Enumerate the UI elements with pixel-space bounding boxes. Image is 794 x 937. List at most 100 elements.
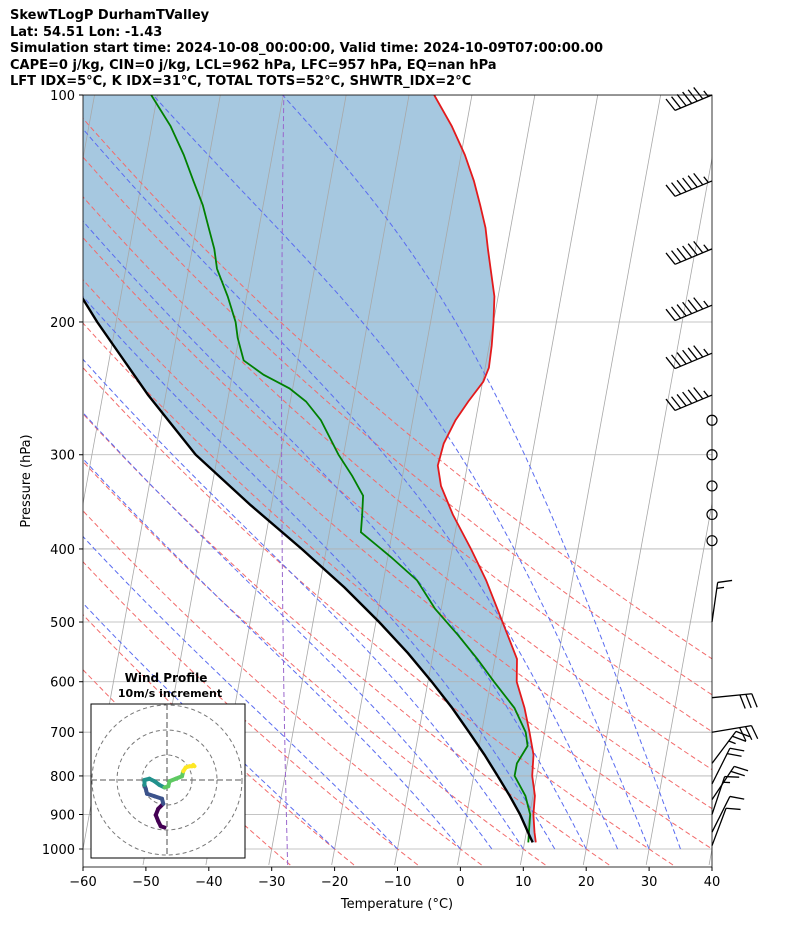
- barb-flag: [744, 726, 753, 741]
- barb-staff: [711, 747, 731, 785]
- barb-half-flag: [716, 586, 725, 590]
- parcel-profile-line: [83, 296, 534, 843]
- barb-flag: [739, 694, 746, 709]
- dewpoint-line: [150, 95, 532, 843]
- barb-staff: [711, 693, 752, 699]
- indices-line-1: CAPE=0 j/kg, CIN=0 j/kg, LCL=962 hPa, LF…: [10, 57, 497, 73]
- barb-half-flag: [703, 244, 709, 251]
- mixing-ratio-line: [280, 95, 289, 866]
- y-tick-label: 900: [50, 808, 75, 823]
- barb-staff: [674, 180, 713, 197]
- wind-barb: [711, 795, 745, 833]
- barb-flag: [671, 306, 682, 319]
- barb-flag: [687, 243, 698, 256]
- barb-flag: [671, 182, 682, 195]
- barb-flag: [745, 694, 752, 709]
- barb-staff: [711, 796, 731, 833]
- barb-staff: [711, 724, 752, 733]
- x-tick-label: 20: [578, 875, 595, 890]
- barb-staff: [674, 394, 713, 412]
- wind-barb: [665, 387, 713, 412]
- barb-flag: [727, 752, 742, 757]
- hodograph-title: Wind Profile: [125, 671, 208, 685]
- barb-flag: [682, 349, 693, 363]
- barb-staff: [711, 582, 719, 623]
- barb-flag: [687, 299, 698, 312]
- x-tick-label: 10: [515, 875, 532, 890]
- dry-adiabat: [83, 460, 546, 866]
- barb-flag: [687, 347, 698, 360]
- dry-adiabat: [83, 196, 712, 733]
- temperature-line: [433, 95, 537, 843]
- barb-flag: [676, 247, 687, 261]
- barb-staff: [674, 304, 713, 322]
- barb-flag: [665, 356, 676, 369]
- time-line: Simulation start time: 2024-10-08_00:00:…: [10, 41, 603, 56]
- moist-adiabat: [83, 358, 524, 850]
- x-tick-label: −40: [195, 875, 222, 890]
- isotherm-line: [457, 95, 599, 866]
- barb-flag: [676, 179, 687, 193]
- barb-flag: [682, 177, 693, 190]
- chart-header: SkewTLogP DurhamTValley Lat: 54.51 Lon: …: [10, 8, 603, 91]
- barb-flag: [729, 747, 745, 752]
- dry-adiabat: [83, 279, 712, 810]
- barb-flag: [671, 96, 682, 109]
- calm-wind-circle: [706, 480, 718, 492]
- barb-half-flag: [703, 390, 709, 397]
- barb-half-flag: [728, 740, 736, 745]
- calm-wind-circle: [706, 508, 718, 521]
- moist-adiabat: [83, 411, 493, 850]
- y-tick-label: 1000: [42, 843, 75, 858]
- barb-half-flag: [703, 90, 709, 97]
- barb-flag: [693, 240, 704, 254]
- x-tick-label: 30: [641, 875, 658, 890]
- x-tick-label: 40: [704, 875, 721, 890]
- y-tick-label: 300: [50, 449, 75, 464]
- dry-adiabat: [83, 614, 355, 866]
- x-tick-label: −20: [321, 875, 348, 890]
- location-line: Lat: 54.51 Lon: -1.43: [10, 24, 163, 40]
- isotherm-line: [331, 95, 473, 866]
- dry-adiabat: [83, 236, 712, 771]
- isotherm-line: [268, 95, 410, 866]
- stable-area-fill: [83, 95, 536, 843]
- barb-flag: [682, 91, 693, 104]
- barb-half-flag: [703, 176, 709, 183]
- barb-flag: [671, 250, 682, 263]
- barb-flag: [687, 389, 698, 402]
- barb-flag: [687, 175, 698, 188]
- x-tick-label: −60: [69, 875, 96, 890]
- barb-flag: [676, 394, 687, 407]
- y-axis-label: Pressure (hPa): [19, 434, 34, 527]
- barb-flag: [724, 775, 740, 778]
- wind-barb: [711, 724, 759, 742]
- x-axis-label: Temperature (°C): [340, 897, 453, 912]
- wind-barb: [711, 765, 749, 800]
- barb-flag: [676, 304, 687, 317]
- barb-flag: [693, 387, 704, 400]
- barb-flag: [676, 352, 687, 365]
- x-tick-label: −30: [258, 875, 285, 890]
- wind-barb: [711, 693, 758, 709]
- x-tick-label: −50: [132, 875, 159, 890]
- barb-flag: [725, 807, 741, 811]
- dry-adiabat: [83, 322, 712, 850]
- wind-barb: [665, 172, 713, 197]
- barb-flag: [682, 245, 693, 258]
- wind-barb: [665, 297, 713, 322]
- hodograph-plot: [91, 704, 245, 858]
- dry-adiabat: [83, 366, 674, 866]
- wind-barb: [665, 345, 713, 370]
- barb-flag: [676, 93, 687, 107]
- barb-flag: [750, 725, 759, 740]
- barb-flag: [671, 354, 682, 367]
- moist-adiabat: [152, 95, 650, 850]
- y-tick-label: 400: [50, 543, 75, 558]
- barb-flag: [717, 579, 733, 584]
- wind-barb: [711, 579, 733, 623]
- barb-staff: [674, 248, 713, 265]
- wind-barb: [665, 87, 713, 111]
- isotherm-line: [83, 95, 95, 161]
- y-tick-label: 800: [50, 770, 75, 785]
